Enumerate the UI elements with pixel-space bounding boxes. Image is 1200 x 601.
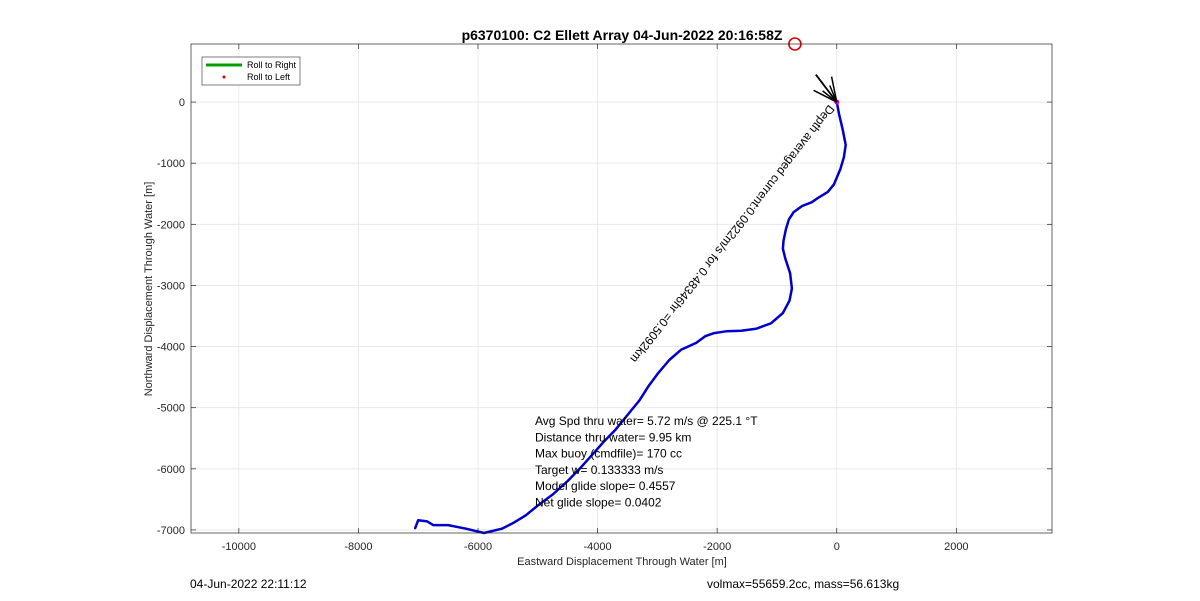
y-tick-label: 0 (179, 97, 185, 109)
track-point (839, 168, 842, 171)
track-series (413, 37, 847, 535)
current-arrow: Depth averaged current:0.0922m/s for 0.4… (627, 74, 838, 366)
track-point (426, 520, 429, 523)
track-point (551, 493, 554, 496)
track-point (704, 335, 706, 338)
stats-annotation-line: Max buoy (cmdfile)= 170 cc (535, 447, 682, 461)
chart-title: p6370100: C2 Ellett Array 04-Jun-2022 20… (462, 27, 783, 43)
track-point (501, 527, 503, 530)
grid-lines (191, 44, 1052, 533)
track-point (740, 329, 742, 332)
legend-roll-left-label: Roll to Left (247, 72, 291, 82)
track-point (784, 257, 787, 260)
track-point (801, 205, 803, 207)
current-arrow-head (830, 76, 838, 103)
y-axis-label: Northward Displacement Through Water [m] (143, 182, 155, 397)
x-tick-label: -8000 (344, 541, 372, 553)
track-point (465, 527, 467, 530)
stats-annotation-line: Avg Spd thru water= 5.72 m/s @ 225.1 °T (535, 414, 758, 428)
stats-annotation-line: Model glide slope= 0.4557 (535, 479, 676, 493)
stats-annotation-line: Target w= 0.133333 m/s (535, 463, 663, 477)
current-arrow-head (813, 89, 838, 103)
y-tick-label: -5000 (157, 403, 185, 415)
track-point (788, 218, 790, 221)
y-tick-label: -4000 (157, 342, 185, 354)
legend-roll-left-swatch (222, 75, 226, 79)
track-point (788, 299, 791, 302)
track-point (782, 312, 784, 314)
legend-box (201, 56, 301, 86)
track-point (785, 228, 787, 230)
y-ticks: -7000 -6000 -5000 -4000 -3000 -2000 -1000 0 (157, 97, 1052, 537)
x-axis-label: Eastward Displacement Through Water [m] (517, 556, 727, 568)
track-point (838, 113, 840, 116)
track-point (818, 196, 820, 199)
track-point (810, 201, 813, 204)
track-point (680, 348, 683, 351)
track-point (647, 385, 650, 388)
track-point (525, 514, 527, 517)
track-point (827, 191, 829, 193)
y-tick-label: -1000 (157, 158, 185, 170)
track-point (566, 480, 569, 482)
y-tick-label: -2000 (157, 219, 185, 231)
y-tick-label: -7000 (157, 525, 185, 537)
current-arrow-shaft (815, 74, 838, 103)
track-point (792, 211, 795, 213)
track-point (614, 428, 617, 431)
track-point (602, 441, 605, 443)
legend-roll-right-label: Roll to Right (247, 60, 297, 70)
track-point (537, 504, 539, 507)
track-point (447, 524, 449, 526)
footer-timestamp: 04-Jun-2022 22:11:12 (190, 577, 307, 591)
x-tick-label: -10000 (222, 541, 256, 553)
footer-volmax-mass: volmax=55659.2cc, mass=56.613kg (707, 577, 900, 591)
legend: Roll to Right Roll to Left (201, 56, 301, 86)
track-point (844, 144, 847, 146)
track-point (626, 414, 629, 416)
plot-area-frame (190, 43, 1053, 534)
track-point (638, 399, 641, 402)
track-point (789, 272, 791, 275)
stats-annotation-line: Net glide slope= 0.0402 (535, 496, 662, 510)
x-tick-label: -4000 (584, 541, 612, 553)
current-arrow-label: Depth averaged current:0.0922m/s for 0.4… (627, 102, 837, 365)
track-point (841, 128, 844, 131)
track-point (417, 519, 420, 521)
track-point (791, 287, 793, 290)
current-arrow-head (829, 85, 838, 103)
track-point (725, 330, 727, 333)
track-point (843, 156, 845, 158)
track-point (833, 183, 835, 186)
track-point (513, 521, 515, 524)
track-point (770, 322, 772, 325)
x-tick-label: -2000 (703, 541, 731, 553)
y-tick-label: -6000 (157, 464, 185, 476)
track-point (656, 373, 659, 375)
track-point (755, 328, 757, 330)
stats-annotations: Avg Spd thru water= 5.72 m/s @ 225.1 °T D… (535, 414, 758, 510)
track-point (432, 524, 435, 526)
track-point (668, 359, 671, 361)
stats-annotation-line: Distance thru water= 9.95 km (535, 430, 691, 444)
y-tick-label: -3000 (157, 280, 185, 292)
x-tick-label: 0 (834, 541, 840, 553)
x-tick-label: 2000 (944, 541, 968, 553)
track-point (414, 527, 417, 529)
current-arrow-head (822, 90, 838, 103)
track-point (695, 342, 697, 344)
track-point (590, 454, 593, 457)
x-tick-label: -6000 (464, 541, 492, 553)
track-point (578, 468, 581, 470)
track-point (782, 240, 785, 242)
track-point (782, 248, 784, 250)
track-point (713, 332, 715, 334)
